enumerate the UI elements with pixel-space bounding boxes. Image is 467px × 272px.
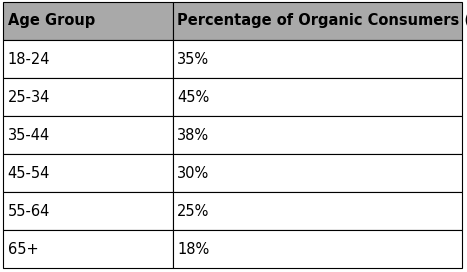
Text: 45-54: 45-54 xyxy=(7,165,50,181)
Text: 35%: 35% xyxy=(177,51,209,66)
Bar xyxy=(3,230,173,268)
Bar xyxy=(173,78,462,116)
Text: 18%: 18% xyxy=(177,242,210,256)
Text: 65+: 65+ xyxy=(7,242,38,256)
Bar xyxy=(173,192,462,230)
Text: 18-24: 18-24 xyxy=(7,51,50,66)
Bar xyxy=(173,40,462,78)
Bar xyxy=(173,154,462,192)
Text: 55-64: 55-64 xyxy=(7,203,50,218)
Bar xyxy=(3,40,173,78)
Text: 35-44: 35-44 xyxy=(7,128,50,143)
Text: 30%: 30% xyxy=(177,165,210,181)
Bar xyxy=(173,116,462,154)
Bar xyxy=(3,192,173,230)
Text: 25-34: 25-34 xyxy=(7,89,50,104)
Text: 38%: 38% xyxy=(177,128,209,143)
Text: 25%: 25% xyxy=(177,203,210,218)
Bar xyxy=(3,78,173,116)
Text: Percentage of Organic Consumers (%): Percentage of Organic Consumers (%) xyxy=(177,14,467,29)
Bar xyxy=(3,154,173,192)
Bar xyxy=(173,230,462,268)
Text: 45%: 45% xyxy=(177,89,210,104)
Bar xyxy=(173,2,462,40)
Text: Age Group: Age Group xyxy=(7,14,95,29)
Bar xyxy=(3,116,173,154)
Bar xyxy=(3,2,173,40)
